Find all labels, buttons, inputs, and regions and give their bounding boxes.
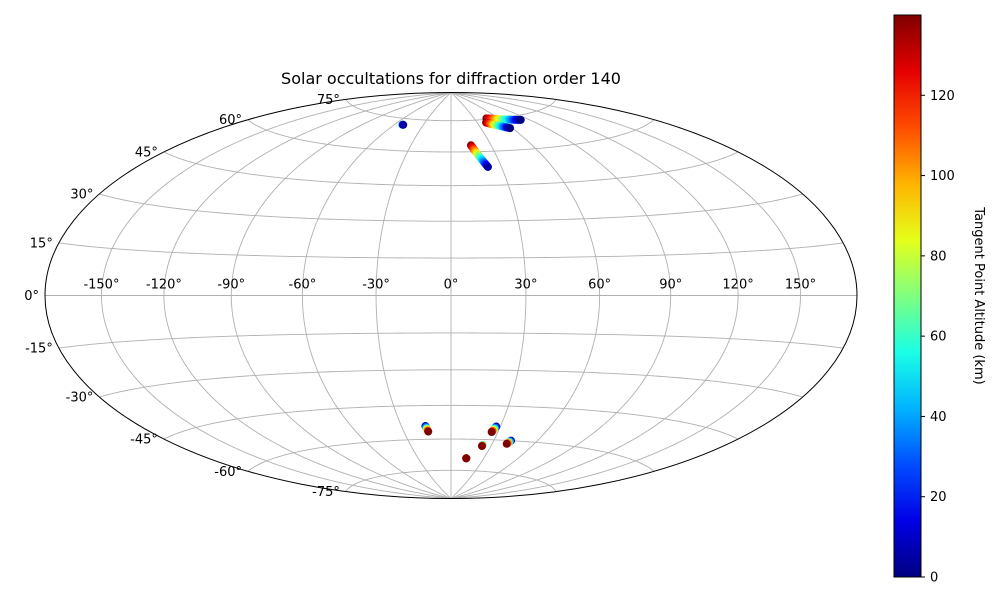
chart-title: Solar occultations for diffraction order… (281, 69, 621, 88)
colorbar-tick-label: 100 (930, 169, 955, 184)
longitude-tick-labels: -150° -120° -90° -60° -30° 0° 30° 60° 90° 120° 150… (83, 278, 816, 293)
colorbar-tick-label: 60 (930, 330, 947, 345)
latitude-tick-label: -45° (130, 433, 158, 448)
parallel-gridline (99, 369, 803, 398)
longitude-tick-label: -60° (289, 278, 317, 293)
map-grid (45, 92, 857, 499)
longitude-tick-label: -150° (83, 278, 119, 293)
latitude-tick-label: 15° (30, 236, 53, 251)
longitude-tick-label: -90° (217, 278, 245, 293)
latitude-tick-labels: -75° -60° -45° -30° -15° 0° 15° 30° 45° 60° 75° (24, 93, 340, 500)
colorbar-tick-label: 20 (930, 490, 947, 505)
latitude-tick-label: 45° (135, 145, 158, 160)
colorbar-ticks: 0 20 40 60 80 100 120 (921, 89, 955, 586)
colorbar-tick-label: 120 (930, 89, 955, 104)
latitude-tick-label: -30° (66, 391, 94, 406)
parallel-gridline (247, 119, 655, 153)
longitude-tick-label: -120° (146, 278, 182, 293)
latitude-tick-label: -15° (25, 342, 53, 357)
longitude-tick-label: 0° (444, 278, 459, 293)
longitude-tick-label: 90° (659, 278, 682, 293)
latitude-tick-label: 60° (219, 113, 242, 128)
occultation-point (506, 124, 515, 133)
latitude-tick-label: -60° (214, 465, 242, 480)
map-boundary (44, 92, 858, 499)
occultation-point (462, 454, 471, 463)
colorbar-tick-label: 80 (930, 249, 947, 264)
parallel-gridline (163, 151, 739, 187)
occultation-point (516, 115, 525, 124)
occultation-point (477, 441, 486, 450)
latitude-tick-label: 30° (70, 188, 93, 203)
occultation-point (502, 439, 511, 448)
parallel-gridline (247, 438, 655, 472)
longitude-tick-label: 150° (785, 278, 816, 293)
colorbar-label: Tangent Point Altitude (km) (971, 206, 986, 384)
parallel-gridline (163, 404, 739, 440)
longitude-tick-label: 30° (514, 278, 537, 293)
occultation-point (424, 427, 433, 436)
latitude-tick-label: -75° (312, 485, 340, 500)
parallel-gridline (58, 242, 844, 259)
longitude-tick-label: 120° (722, 278, 753, 293)
parallel-gridline (345, 99, 557, 122)
colorbar: 0 20 40 60 80 100 120 Tangent Point Altitude (… (893, 14, 986, 586)
latitude-tick-label: 0° (24, 289, 39, 304)
colorbar-tick-label: 40 (930, 410, 947, 425)
parallel-gridline (99, 193, 803, 222)
latitude-tick-label: 75° (317, 93, 340, 108)
colorbar-tick-label: 0 (930, 571, 938, 586)
longitude-tick-label: -30° (362, 278, 390, 293)
parallel-gridline (58, 332, 844, 349)
data-points (398, 114, 525, 463)
occultation-point (483, 162, 492, 171)
colorbar-gradient (893, 14, 922, 578)
parallel-gridline (345, 469, 557, 492)
occultation-point (487, 428, 496, 437)
occultation-point (399, 120, 408, 129)
longitude-tick-label: 60° (588, 278, 611, 293)
